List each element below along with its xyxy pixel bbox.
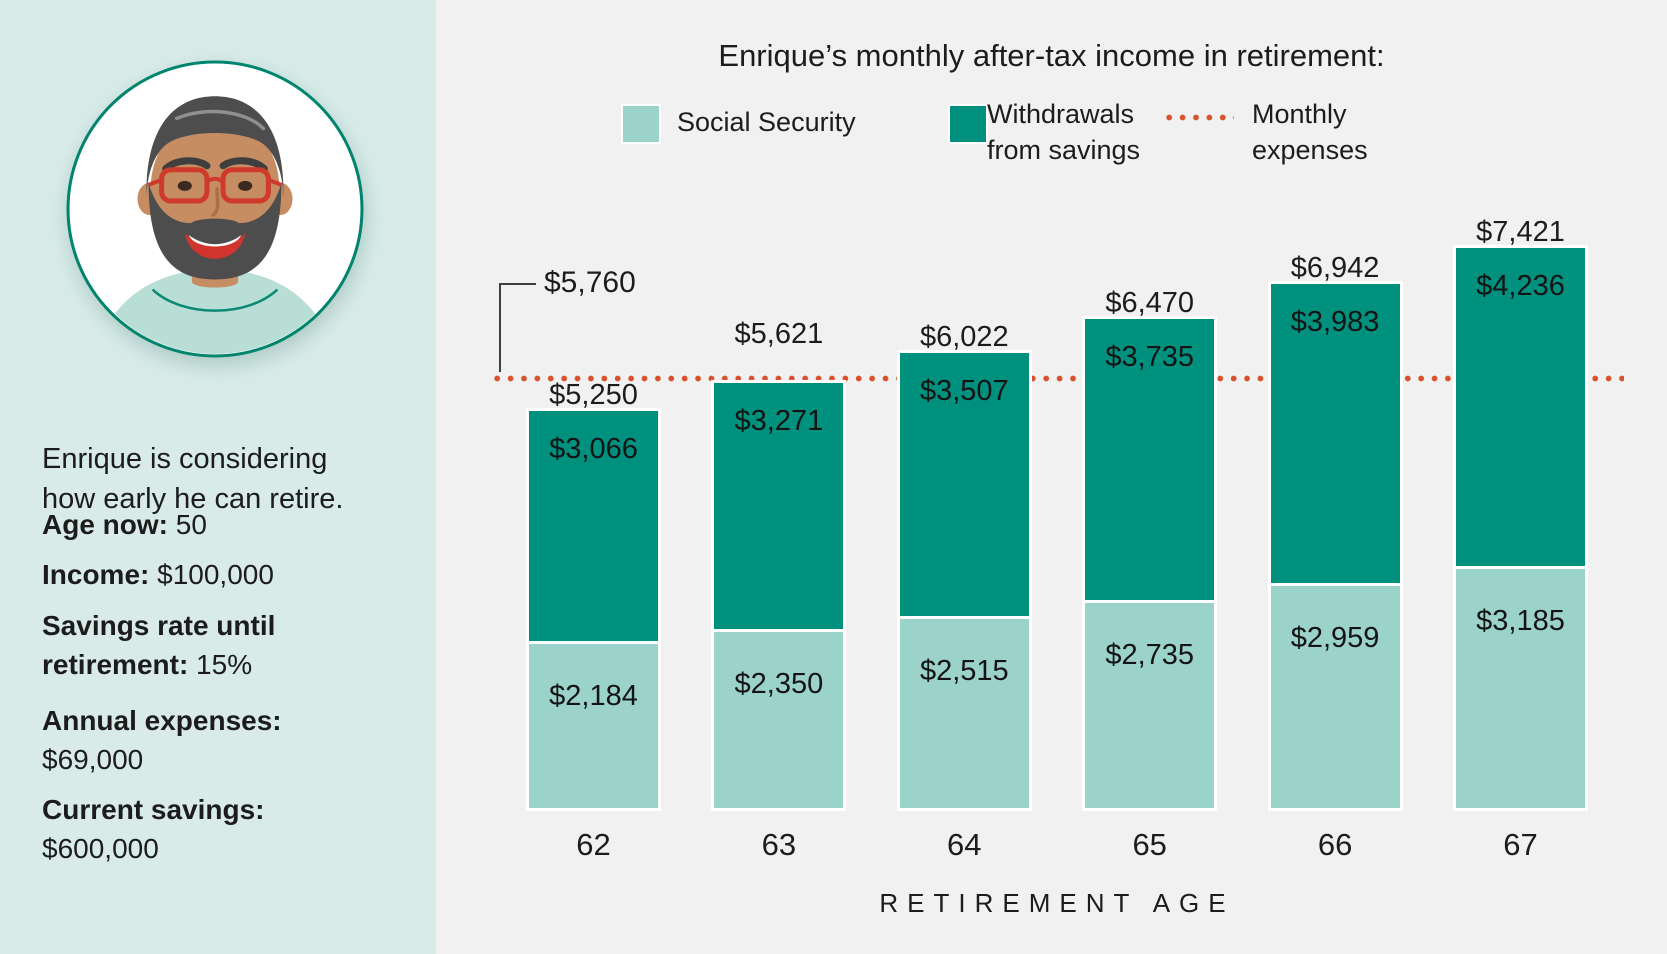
social-security-value-67: $3,185 — [1476, 604, 1565, 637]
bar-66: $3,983 $2,959 — [1267, 280, 1403, 811]
legend-label-monthly-line2: expenses — [1252, 135, 1368, 165]
profile-fact-4: Annual expenses: $69,000 — [42, 701, 412, 779]
bar-64: $3,507 $2,515 — [896, 349, 1032, 812]
profile-fact-5-value: $600,000 — [42, 833, 159, 864]
age-label-63: 63 — [761, 827, 797, 862]
profile-fact-5-line-1: Current savings: — [42, 794, 265, 825]
profile-fact-4-value: $69,000 — [42, 744, 144, 775]
withdrawals-value-67: $4,236 — [1476, 269, 1565, 302]
legend-label-withdrawals-line1: Withdrawals — [987, 99, 1135, 129]
total-label-62: $5,250 — [549, 378, 638, 411]
avatar-illustration — [66, 60, 364, 358]
legend-label-social-security: Social Security — [677, 107, 856, 137]
profile-sidebar: Enrique is considering how early he can r… — [0, 0, 436, 954]
profile-fact-3: Savings rate until retirement: 15% — [42, 606, 412, 684]
bar-63: $3,271 $2,350 — [711, 379, 847, 812]
age-label-65: 65 — [1132, 827, 1167, 862]
withdrawals-value-64: $3,507 — [919, 374, 1009, 407]
age-label-67: 67 — [1503, 827, 1538, 862]
social-security-value-62: $2,184 — [549, 680, 638, 713]
profile-fact-1-line-1: Age now: 50 — [42, 509, 207, 540]
withdrawals-value-63: $3,271 — [734, 404, 824, 437]
total-label-64: $6,022 — [919, 320, 1009, 353]
withdrawals-segment-65: $3,735 — [1085, 319, 1215, 600]
total-label-63: $5,621 — [734, 317, 824, 350]
withdrawals-segment-66: $3,983 — [1270, 283, 1400, 583]
withdrawals-segment-63: $3,271 — [714, 382, 844, 629]
profile-intro: Enrique is considering how early he can r… — [42, 439, 402, 519]
avatar-beard — [148, 182, 282, 280]
withdrawals-segment-64: $3,507 — [899, 352, 1029, 617]
profile-fact-2-line-1: Income: $100,000 — [42, 559, 274, 590]
bar-65: $3,735 $2,735 — [1082, 316, 1218, 811]
social-security-segment-67: $3,185 — [1456, 568, 1585, 808]
age-label-64: 64 — [947, 827, 982, 862]
legend-sample-monthly-expenses-dotted — [1166, 114, 1234, 121]
profile-fact-5: Current savings: $600,000 — [42, 790, 412, 868]
chart-title: Enrique’s monthly after-tax income in re… — [718, 38, 1385, 73]
social-security-segment-65: $2,735 — [1085, 602, 1215, 808]
profile-fact-2: Income: $100,000 — [42, 555, 412, 594]
profile-fact-4-line-1: Annual expenses: — [42, 705, 282, 736]
legend-label-monthly-expenses: Monthly expenses — [1252, 96, 1368, 168]
withdrawals-value-66: $3,983 — [1290, 305, 1380, 338]
expense-annotation-label: $5,760 — [544, 266, 636, 299]
total-label-65: $6,470 — [1105, 287, 1195, 320]
profile-intro-line-1: Enrique is considering — [42, 443, 328, 475]
total-label-67: $7,421 — [1476, 215, 1565, 248]
bar-67: $4,236 $3,185 — [1453, 244, 1588, 811]
social-security-value-63: $2,350 — [734, 667, 824, 700]
legend-swatch-withdrawals — [948, 104, 988, 144]
social-security-value-66: $2,959 — [1290, 621, 1380, 654]
social-security-segment-66: $2,959 — [1270, 585, 1400, 808]
avatar-shirt — [92, 269, 338, 354]
age-label-62: 62 — [576, 827, 611, 862]
expense-annotation-bracket-vertical — [499, 283, 501, 372]
expense-annotation-bracket-horizontal — [499, 283, 536, 285]
legend-swatch-social-security — [621, 104, 661, 144]
social-security-value-64: $2,515 — [919, 655, 1009, 688]
total-label-66: $6,942 — [1290, 251, 1380, 284]
avatar-hair — [146, 96, 284, 199]
legend-label-monthly-line1: Monthly — [1252, 99, 1347, 129]
x-axis-title: RETIREMENT AGE — [879, 888, 1235, 918]
withdrawals-value-62: $3,066 — [549, 432, 638, 465]
monthly-expenses-line — [494, 375, 1624, 382]
profile-intro-line-2: how early he can retire. — [42, 483, 344, 515]
social-security-value-65: $2,735 — [1105, 638, 1195, 671]
profile-fact-3-line-1: Savings rate until — [42, 610, 276, 641]
social-security-segment-63: $2,350 — [714, 631, 844, 809]
withdrawals-segment-67: $4,236 — [1456, 247, 1585, 566]
avatar-glasses — [159, 167, 210, 204]
legend-label-withdrawals: Withdrawals from savings — [987, 96, 1140, 168]
chart-area: Enrique’s monthly after-tax income in re… — [436, 0, 1667, 954]
social-security-segment-64: $2,515 — [899, 619, 1029, 809]
social-security-segment-62: $2,184 — [529, 644, 658, 809]
profile-fact-3-line-2: retirement: 15% — [42, 649, 253, 680]
profile-fact-1: Age now: 50 — [42, 505, 412, 544]
legend-label-withdrawals-line2: from savings — [987, 135, 1141, 165]
age-label-66: 66 — [1317, 827, 1353, 862]
withdrawals-segment-62: $3,066 — [529, 410, 658, 642]
avatar — [64, 58, 366, 360]
withdrawals-value-65: $3,735 — [1105, 341, 1195, 374]
bar-62: $3,066 $2,184 — [526, 407, 661, 812]
